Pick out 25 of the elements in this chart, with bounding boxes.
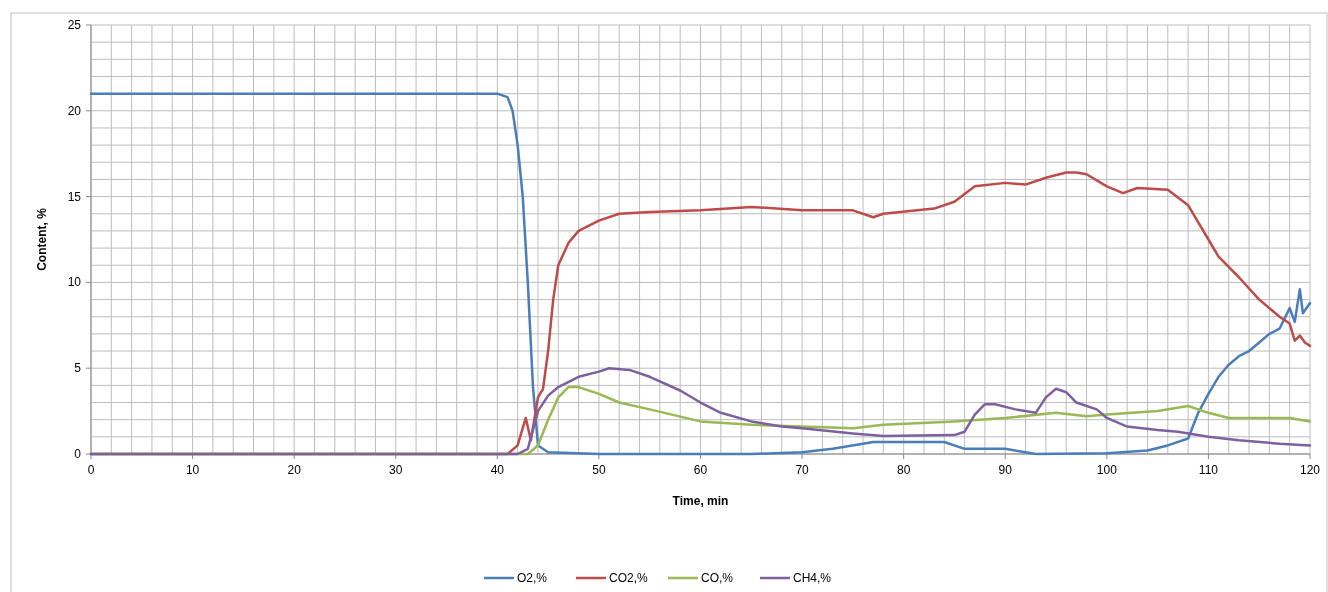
y-axis-title: Content, % (35, 207, 49, 271)
y-tick-label: 10 (67, 275, 82, 290)
y-tick-label: 25 (67, 18, 82, 32)
x-tick-label: 40 (490, 463, 505, 477)
y-tick-label: 20 (67, 103, 82, 118)
legend-label: CH4,% (793, 571, 832, 585)
x-tick-label: 90 (998, 463, 1013, 477)
x-tick-label: 20 (287, 463, 302, 477)
x-tick-label: 80 (896, 463, 911, 477)
x-tick-label: 100 (1096, 463, 1118, 477)
x-tick-label: 70 (795, 463, 810, 477)
y-tick-label: 5 (74, 361, 82, 376)
y-tick-label: 15 (67, 189, 82, 204)
legend-label: CO,% (701, 571, 734, 585)
x-tick-label: 120 (1299, 463, 1321, 477)
x-tick-label: 30 (389, 463, 403, 477)
x-tick-label: 50 (592, 463, 606, 477)
legend-label: O2,% (517, 571, 548, 585)
x-tick-label: 110 (1198, 463, 1219, 477)
x-tick-label: 60 (693, 463, 708, 477)
x-axis-title: Time, min (672, 494, 729, 508)
x-tick-label: 10 (185, 463, 200, 477)
y-tick-label: 0 (74, 447, 82, 461)
legend-label: CO2,% (609, 571, 649, 585)
x-tick-label: 0 (87, 463, 95, 477)
